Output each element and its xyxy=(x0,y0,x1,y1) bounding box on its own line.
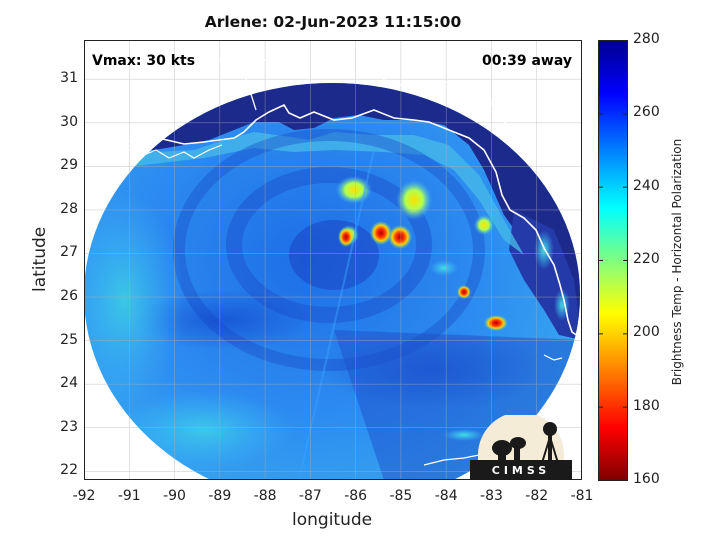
map-panel xyxy=(84,40,582,480)
vmax-label: Vmax: 30 kts xyxy=(92,53,196,69)
latitude-tick: 25 xyxy=(60,331,78,348)
latitude-tick: 30 xyxy=(60,113,78,130)
longitude-tick: -88 xyxy=(253,488,277,504)
colorbar-tick: 280 xyxy=(633,31,660,47)
latitude-tick: 31 xyxy=(60,70,78,87)
colorbar-tick: 200 xyxy=(633,324,660,341)
latitude-tick: 22 xyxy=(60,462,78,479)
longitude-tick: -92 xyxy=(72,488,96,504)
cimss-logo xyxy=(470,415,572,480)
colorbar xyxy=(598,40,628,481)
y-axis-label: latitude xyxy=(30,226,50,292)
longitude-tick: -90 xyxy=(163,488,186,504)
time-away-label: 00:39 away xyxy=(482,53,572,69)
chart-title: Arlene: 02-Jun-2023 11:15:00 xyxy=(204,13,462,31)
land-mass xyxy=(84,83,580,340)
longitude-tick: -87 xyxy=(298,488,322,504)
latitude-tick: 27 xyxy=(60,244,78,261)
swath-imagery xyxy=(84,83,580,480)
longitude-tick: -81 xyxy=(570,488,594,504)
latitude-tick: 23 xyxy=(60,418,78,435)
latitude-tick: 26 xyxy=(60,288,78,305)
longitude-tick: -83 xyxy=(480,488,503,504)
colorbar-tick: 220 xyxy=(633,251,660,267)
longitude-tick: -91 xyxy=(117,488,141,504)
colorbar-tick: 260 xyxy=(633,104,660,121)
longitude-tick: -84 xyxy=(434,488,458,504)
latitude-tick: 28 xyxy=(60,200,78,217)
latitude-tick: 29 xyxy=(60,157,78,174)
colorbar-tick: 240 xyxy=(633,177,660,194)
coastline xyxy=(103,103,579,337)
colorbar-tick: 180 xyxy=(633,397,660,414)
map-frame xyxy=(84,40,582,480)
longitude-tick: -85 xyxy=(389,488,413,504)
cimss-logo-text: CIMSS xyxy=(491,464,551,477)
latitude-tick: 24 xyxy=(60,375,78,392)
longitude-tick: -89 xyxy=(208,488,232,504)
map-svg xyxy=(84,40,582,480)
map-gridlines xyxy=(84,40,582,480)
longitude-tick: -86 xyxy=(344,488,368,504)
colorbar-tick: 160 xyxy=(633,471,660,487)
state-border xyxy=(98,40,284,76)
colorbar-label: Brightness Temp - Horizontal Polarizatio… xyxy=(670,138,684,386)
longitude-tick: -82 xyxy=(525,488,549,504)
x-axis-label: longitude xyxy=(292,510,373,530)
